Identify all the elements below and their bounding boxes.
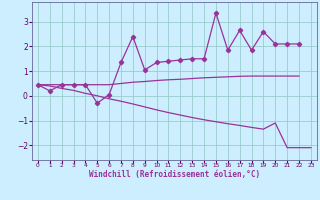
X-axis label: Windchill (Refroidissement éolien,°C): Windchill (Refroidissement éolien,°C) [89, 170, 260, 179]
